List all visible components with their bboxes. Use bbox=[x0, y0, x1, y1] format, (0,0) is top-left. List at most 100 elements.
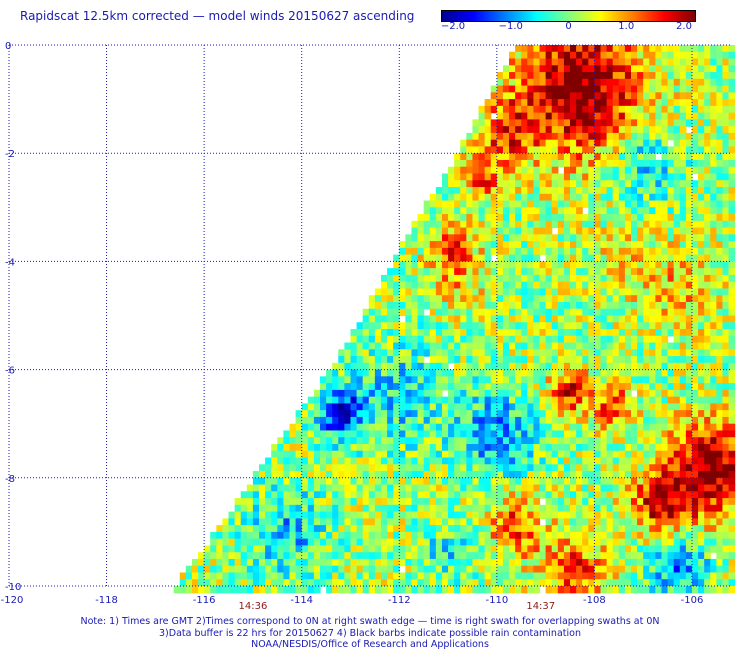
heatmap-cell bbox=[552, 221, 559, 228]
heatmap-cell bbox=[625, 410, 632, 417]
heatmap-cell bbox=[381, 566, 388, 573]
heatmap-cell bbox=[649, 512, 656, 519]
heatmap-cell bbox=[668, 241, 675, 248]
heatmap-cell bbox=[424, 478, 431, 485]
heatmap-cell bbox=[540, 52, 547, 59]
heatmap-cell bbox=[692, 397, 699, 404]
heatmap-cell bbox=[570, 214, 577, 221]
heatmap-cell bbox=[625, 255, 632, 262]
heatmap-cell bbox=[387, 586, 394, 593]
heatmap-cell bbox=[442, 505, 449, 512]
heatmap-cell bbox=[363, 525, 370, 532]
heatmap-cell bbox=[430, 221, 437, 228]
heatmap-cell bbox=[655, 261, 662, 268]
heatmap-cell bbox=[527, 309, 534, 316]
heatmap-cell bbox=[668, 498, 675, 505]
heatmap-cell bbox=[466, 288, 473, 295]
heatmap-cell bbox=[698, 214, 705, 221]
heatmap-cell bbox=[558, 464, 565, 471]
heatmap-cell bbox=[485, 579, 492, 586]
heatmap-cell bbox=[668, 119, 675, 126]
heatmap-cell bbox=[533, 424, 540, 431]
heatmap-cell bbox=[643, 464, 650, 471]
heatmap-cell bbox=[710, 505, 717, 512]
heatmap-cell bbox=[704, 349, 711, 356]
heatmap-cell bbox=[692, 248, 699, 255]
heatmap-cell bbox=[442, 491, 449, 498]
heatmap-cell bbox=[527, 478, 534, 485]
heatmap-cell bbox=[509, 106, 516, 113]
heatmap-cell bbox=[594, 99, 601, 106]
heatmap-cell bbox=[661, 322, 668, 329]
heatmap-cell bbox=[253, 478, 260, 485]
heatmap-cell bbox=[564, 45, 571, 52]
heatmap-cell bbox=[265, 518, 272, 525]
heatmap-cell bbox=[235, 586, 242, 593]
heatmap-cell bbox=[430, 518, 437, 525]
heatmap-cell bbox=[497, 173, 504, 180]
heatmap-cell bbox=[454, 478, 461, 485]
heatmap-cell bbox=[503, 437, 510, 444]
heatmap-cell bbox=[649, 498, 656, 505]
heatmap-cell bbox=[186, 579, 193, 586]
heatmap-cell bbox=[235, 552, 242, 559]
heatmap-cell bbox=[430, 478, 437, 485]
heatmap-cell bbox=[558, 79, 565, 86]
heatmap-cell bbox=[552, 343, 559, 350]
heatmap-cell bbox=[509, 525, 516, 532]
heatmap-cell bbox=[509, 234, 516, 241]
heatmap-cell bbox=[399, 437, 406, 444]
heatmap-cell bbox=[509, 173, 516, 180]
heatmap-cell bbox=[588, 512, 595, 519]
heatmap-cell bbox=[594, 241, 601, 248]
heatmap-cell bbox=[594, 505, 601, 512]
heatmap-cell bbox=[546, 322, 553, 329]
heatmap-cell bbox=[710, 525, 717, 532]
heatmap-cell bbox=[564, 160, 571, 167]
heatmap-cell bbox=[655, 370, 662, 377]
heatmap-cell bbox=[442, 471, 449, 478]
heatmap-cell bbox=[460, 309, 467, 316]
heatmap-cell bbox=[533, 579, 540, 586]
heatmap-cell bbox=[594, 106, 601, 113]
heatmap-cell bbox=[472, 201, 479, 208]
heatmap-cell bbox=[436, 559, 443, 566]
heatmap-cell bbox=[601, 207, 608, 214]
heatmap-cell bbox=[521, 228, 528, 235]
heatmap-cell bbox=[472, 410, 479, 417]
heatmap-cell bbox=[637, 113, 644, 120]
heatmap-cell bbox=[479, 383, 486, 390]
heatmap-cell bbox=[436, 518, 443, 525]
heatmap-cell bbox=[668, 92, 675, 99]
heatmap-cell bbox=[216, 525, 223, 532]
heatmap-cell bbox=[625, 153, 632, 160]
heatmap-cell bbox=[411, 356, 418, 363]
heatmap-cell bbox=[680, 444, 687, 451]
heatmap-cell bbox=[576, 451, 583, 458]
heatmap-cell bbox=[710, 464, 717, 471]
heatmap-cell bbox=[631, 343, 638, 350]
heatmap-cell bbox=[692, 167, 699, 174]
heatmap-cell bbox=[625, 559, 632, 566]
heatmap-cell bbox=[527, 92, 534, 99]
heatmap-cell bbox=[418, 248, 425, 255]
heatmap-cell bbox=[411, 282, 418, 289]
heatmap-cell bbox=[680, 282, 687, 289]
heatmap-cell bbox=[521, 363, 528, 370]
heatmap-cell bbox=[454, 545, 461, 552]
heatmap-cell bbox=[668, 302, 675, 309]
heatmap-cell bbox=[594, 349, 601, 356]
heatmap-cell bbox=[729, 207, 736, 214]
heatmap-cell bbox=[472, 255, 479, 262]
heatmap-cell bbox=[668, 234, 675, 241]
heatmap-cell bbox=[607, 579, 614, 586]
heatmap-cell bbox=[393, 349, 400, 356]
heatmap-cell bbox=[448, 430, 455, 437]
heatmap-cell bbox=[698, 201, 705, 208]
heatmap-cell bbox=[668, 397, 675, 404]
heatmap-cell bbox=[363, 356, 370, 363]
heatmap-cell bbox=[558, 566, 565, 573]
heatmap-cell bbox=[558, 485, 565, 492]
heatmap-cell bbox=[430, 403, 437, 410]
heatmap-cell bbox=[564, 241, 571, 248]
